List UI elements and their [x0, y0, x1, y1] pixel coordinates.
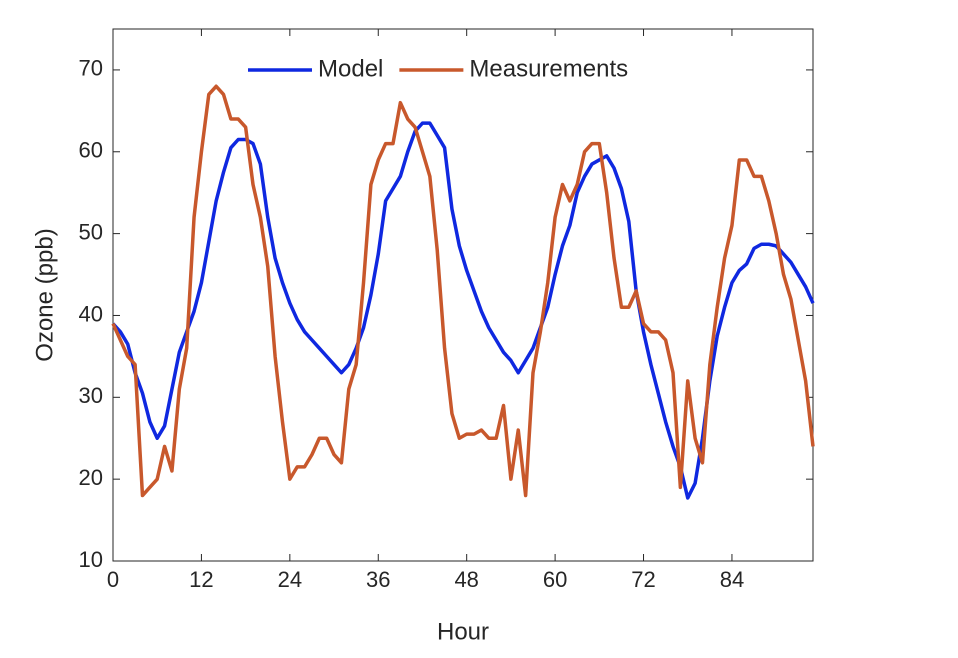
y-tick-label: 10 — [79, 547, 103, 572]
x-axis-label: Hour — [437, 618, 489, 645]
y-tick-label: 30 — [79, 383, 103, 408]
y-tick-label: 40 — [79, 301, 103, 326]
data-line — [111, 84, 815, 498]
x-tick-label: 24 — [278, 567, 302, 592]
x-tick-label: 48 — [454, 567, 478, 592]
x-tick-label: 36 — [366, 567, 390, 592]
x-tick-label: 60 — [543, 567, 567, 592]
y-tick-label: 70 — [79, 56, 103, 81]
x-tick-label: 72 — [631, 567, 655, 592]
x-tick-label: 84 — [720, 567, 744, 592]
x-tick-label: 0 — [107, 567, 119, 592]
x-tick-label: 12 — [189, 567, 213, 592]
y-tick-label: 20 — [79, 465, 103, 490]
y-axis-label: Ozone (ppb) — [31, 228, 58, 361]
plot-area — [112, 28, 814, 562]
legend-label: Measurements — [469, 55, 628, 82]
y-tick-label: 60 — [79, 138, 103, 163]
legend-label: Model — [318, 55, 383, 82]
y-tick-label: 50 — [79, 219, 103, 244]
data-line — [111, 121, 815, 500]
